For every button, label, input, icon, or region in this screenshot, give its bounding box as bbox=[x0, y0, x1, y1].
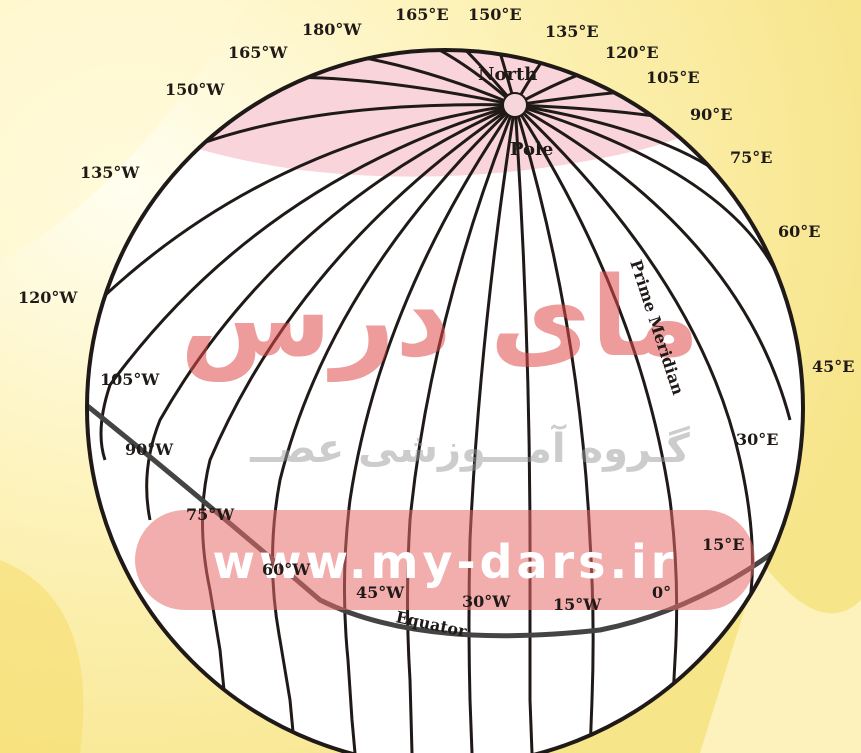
meridian-label-180w: 180°W bbox=[302, 20, 362, 39]
background-swirl bbox=[0, 0, 250, 260]
meridian-label-90w: 90°W bbox=[125, 440, 174, 459]
meridian-label-45e: 45°E bbox=[812, 357, 854, 376]
meridian-label-75e: 75°E bbox=[730, 148, 772, 167]
north-label: North bbox=[478, 64, 537, 85]
meridian-label-45w: 45°W bbox=[356, 583, 405, 602]
watermark-subtitle: گـروه آمـــوزشی عصــ bbox=[249, 423, 690, 472]
background-swirl bbox=[0, 560, 84, 753]
pole-label: Pole bbox=[510, 139, 553, 160]
meridian-label-90e: 90°E bbox=[690, 105, 732, 124]
meridian-label-105e: 105°E bbox=[646, 68, 700, 87]
watermark-url-pill bbox=[135, 510, 755, 610]
meridian-label-15w: 15°W bbox=[553, 595, 602, 614]
north-pole-marker bbox=[502, 92, 528, 118]
meridian-label-15e: 15°E bbox=[702, 535, 744, 554]
meridian-label-60e: 60°E bbox=[778, 222, 820, 241]
meridian-label-60w: 60°W bbox=[262, 560, 311, 579]
meridian-label-120w: 120°W bbox=[18, 288, 78, 307]
globe-outline bbox=[85, 48, 805, 753]
meridian-label-165w: 165°W bbox=[228, 43, 288, 62]
meridian-label-75w: 75°W bbox=[186, 505, 235, 524]
meridian-label-30e: 30°E bbox=[736, 430, 778, 449]
watermark-url: www.my-dars.ir bbox=[213, 535, 678, 589]
meridian-label-135w: 135°W bbox=[80, 163, 140, 182]
meridian-label-0: 0° bbox=[652, 583, 671, 602]
meridian-label-135e: 135°E bbox=[545, 22, 599, 41]
meridian-label-165e: 165°E bbox=[395, 5, 449, 24]
meridian-label-120e: 120°E bbox=[605, 43, 659, 62]
background-swirl bbox=[700, 560, 861, 753]
meridian-label-30w: 30°W bbox=[462, 592, 511, 611]
meridian-label-105w: 105°W bbox=[100, 370, 160, 389]
watermark-brand: مای درس bbox=[180, 253, 700, 382]
meridian-label-150e: 150°E bbox=[468, 5, 522, 24]
meridian-label-150w: 150°W bbox=[165, 80, 225, 99]
